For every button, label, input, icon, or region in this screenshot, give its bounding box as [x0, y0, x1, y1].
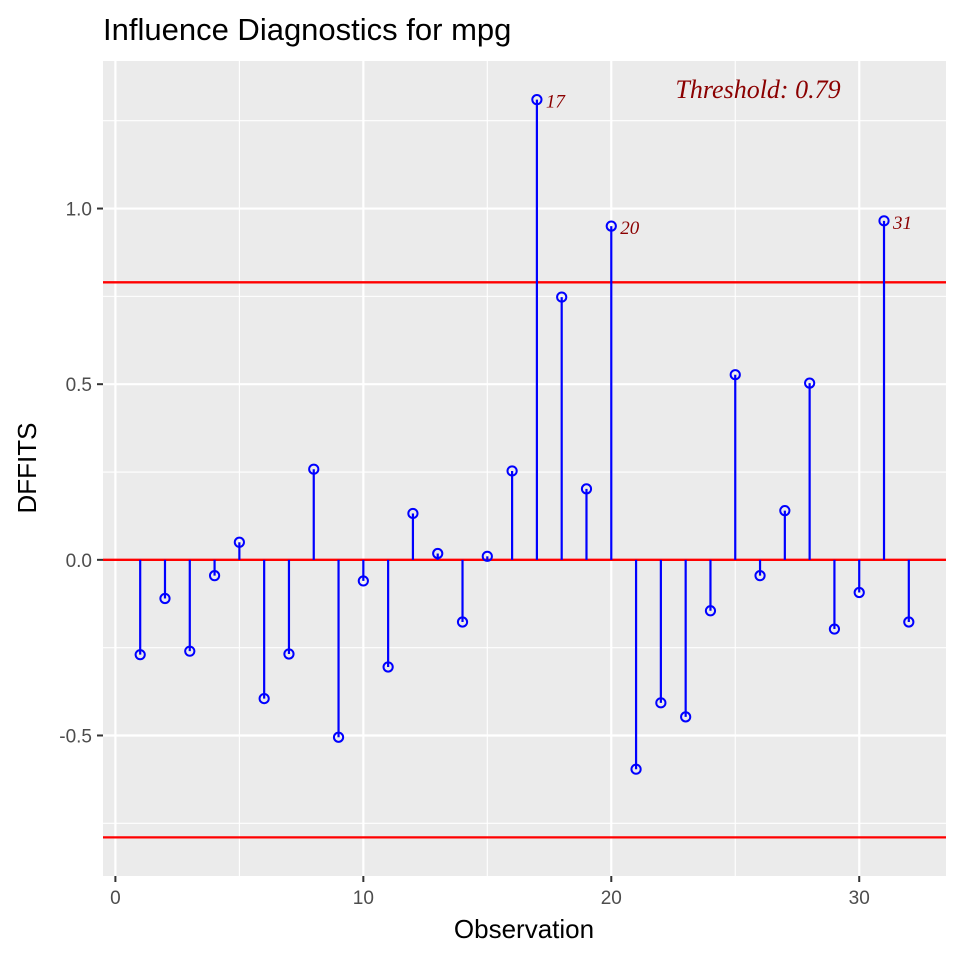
plot-panel	[103, 61, 946, 876]
point-23	[680, 711, 692, 723]
point-17	[531, 94, 543, 106]
point-label-31: 31	[892, 213, 912, 234]
point-9	[332, 731, 345, 743]
x-tick-label: 10	[353, 888, 374, 909]
point-19	[580, 483, 593, 495]
point-labels: 17 20 31	[546, 92, 912, 239]
point-14	[456, 616, 469, 628]
point-12	[407, 507, 419, 520]
x-axis-ticks: 0 10 20 30	[110, 876, 870, 909]
y-axis-title: DFFITS	[12, 423, 42, 514]
point-11	[382, 661, 394, 673]
stems	[139, 99, 910, 770]
point-10	[357, 575, 369, 587]
point-15	[481, 550, 493, 562]
point-1	[134, 649, 146, 661]
y-tick-label: -0.5	[59, 726, 92, 747]
point-18	[556, 291, 568, 303]
point-21	[630, 763, 642, 775]
y-tick-label: 0.0	[66, 551, 92, 572]
y-axis-ticks: -0.5 0.0 0.5 1.0	[59, 200, 103, 747]
point-6	[258, 692, 270, 705]
y-tick-label: 1.0	[66, 200, 92, 221]
point-29	[828, 623, 841, 635]
point-28	[804, 377, 816, 389]
point-5	[233, 536, 245, 548]
point-2	[159, 592, 171, 605]
x-tick-label: 30	[849, 888, 870, 909]
point-26	[754, 570, 766, 582]
point-27	[779, 505, 791, 517]
x-tick-label: 20	[601, 888, 622, 909]
threshold-label: Threshold: 0.79	[675, 75, 840, 104]
point-32	[903, 616, 915, 628]
point-24	[704, 605, 717, 617]
x-tick-label: 0	[110, 888, 121, 909]
point-22	[655, 697, 667, 709]
x-axis-title: Observation	[454, 914, 594, 944]
point-25	[729, 369, 741, 381]
point-8	[308, 463, 320, 475]
point-7	[283, 648, 295, 660]
chart-title: Influence Diagnostics for mpg	[103, 12, 511, 47]
y-tick-label: 0.5	[66, 375, 92, 396]
point-20	[605, 220, 617, 232]
point-30	[853, 586, 865, 599]
point-3	[184, 645, 196, 657]
point-31	[878, 215, 890, 227]
reference-lines	[103, 281, 946, 839]
points	[134, 94, 915, 775]
point-13	[432, 547, 444, 560]
point-label-20: 20	[620, 218, 640, 239]
point-16	[506, 465, 518, 477]
point-4	[208, 570, 221, 582]
point-label-17: 17	[546, 92, 567, 113]
